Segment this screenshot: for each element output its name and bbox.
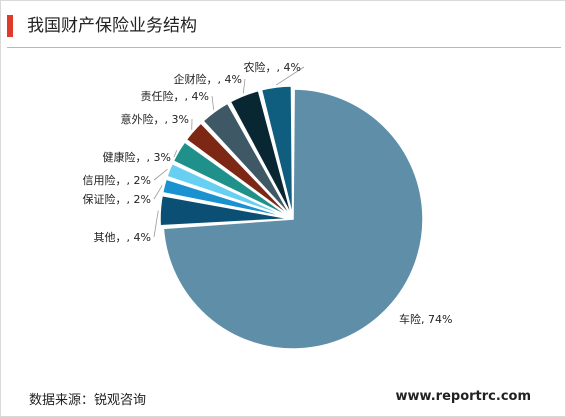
pie-slice-2 [159,194,291,227]
slice-label-7: 责任险，, 4% [141,89,209,103]
pie-slice-1 [162,88,424,350]
chart-title: 我国财产保险业务结构 [27,16,197,36]
data-source: 数据来源：锐观咨询 [29,393,147,408]
pie-chart: 车险, 74% 其他，, 4% 保证险，, 2% 信用险，, 2% 健康险，, 3% 意外… [83,60,452,350]
leader-line-8 [242,78,246,94]
pie-slice-6 [185,121,292,218]
leader-line-3 [153,185,163,200]
slice-label-1: 车险, 74% [399,312,452,326]
pie-slice-7 [202,102,292,218]
slice-label-2: 其他，, 4% [94,231,151,244]
leader-line-5 [173,150,178,158]
leader-line-9 [275,66,305,86]
slice-label-5: 健康险，, 3% [103,150,171,164]
pie-slice-3 [161,178,291,219]
title-divider [7,47,561,48]
leader-line-7 [211,95,215,110]
slice-label-9: 农险，, 4% [244,60,301,74]
pie-slice-8 [229,89,293,217]
pie-slice-9 [260,85,294,217]
slice-label-8: 企财险，, 4% [174,72,242,86]
pie-slice-4 [165,162,291,219]
pie-slice-5 [172,140,291,219]
leader-line-2 [153,210,159,238]
slice-label-6: 意外险，, 3% [121,112,189,126]
slice-label-4: 信用险，, 2% [83,173,151,187]
website-url: www.reportrc.com [395,389,531,404]
leader-line-4 [153,168,168,181]
slice-label-3: 保证险，, 2% [83,192,151,206]
title-accent-bar [7,15,13,37]
